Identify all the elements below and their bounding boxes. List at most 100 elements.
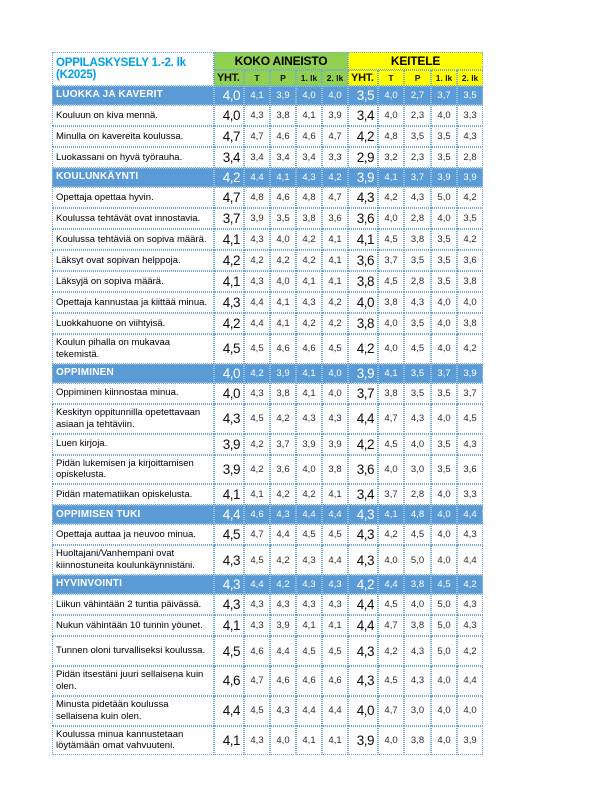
koko-value-cell: 4,1 xyxy=(214,615,244,636)
section-row: OPPIMISEN TUKI 4,4 4,6 4,3 4,4 4,4 4,3 4,1 4,8 4,… xyxy=(52,505,484,525)
keitele-value-cell: 4,0 xyxy=(378,105,405,126)
koko-value-cell: 3,4 xyxy=(296,147,322,168)
koko-value-cell: 4,2 xyxy=(244,250,270,271)
table-row: Läksyt ovat sopivan helppoja. 4,2 4,2 4,2 4,… xyxy=(52,250,484,271)
koko-value-cell: 4,2 xyxy=(296,229,322,250)
keitele-value-cell: 4,0 xyxy=(378,454,405,485)
koko-value-cell: 4,3 xyxy=(296,545,322,575)
keitele-value-cell: 3,5 xyxy=(457,86,484,105)
koko-value-cell: 4,4 xyxy=(270,636,296,666)
keitele-value-cell: 4,3 xyxy=(348,524,379,546)
koko-value-cell: 3,3 xyxy=(322,147,349,168)
koko-value-cell: 4,1 xyxy=(270,168,296,187)
keitele-value-cell: 4,0 xyxy=(431,484,458,506)
koko-value-cell: 4,4 xyxy=(214,505,244,525)
koko-value-cell: 4,5 xyxy=(322,334,349,364)
keitele-value-cell: 4,3 xyxy=(348,505,379,525)
keitele-value-cell: 3,8 xyxy=(348,313,379,334)
koko-value-cell: 4,3 xyxy=(244,105,270,126)
koko-value-cell: 4,5 xyxy=(244,334,270,364)
keitele-value-cell: 4,4 xyxy=(348,615,379,636)
koko-value-cell: 4,6 xyxy=(244,505,270,525)
table-row: Oppiminen kiinnostaa minua. 4,0 4,3 3,8 4,1 4… xyxy=(52,382,484,404)
koko-value-cell: 3,7 xyxy=(270,433,296,455)
koko-value-cell: 4,1 xyxy=(296,105,322,126)
koko-value-cell: 4,0 xyxy=(270,229,296,250)
keitele-value-cell: 4,2 xyxy=(457,334,484,364)
koko-value-cell: 4,3 xyxy=(214,594,244,615)
keitele-value-cell: 3,9 xyxy=(348,168,379,187)
koko-value-cell: 4,2 xyxy=(296,313,322,334)
table-row: Nukun vähintään 10 tunnin yöunet. 4,1 4,3 3… xyxy=(52,615,484,636)
keitele-value-cell: 4,3 xyxy=(404,666,432,696)
koko-value-cell: 4,2 xyxy=(244,454,270,485)
keitele-value-cell: 3,7 xyxy=(378,250,405,271)
koko-value-cell: 4,5 xyxy=(322,636,349,666)
keitele-value-cell: 3,8 xyxy=(404,615,432,636)
koko-value-cell: 4,2 xyxy=(244,363,270,383)
koko-value-cell: 4,5 xyxy=(244,695,270,726)
koko-value-cell: 3,6 xyxy=(322,208,349,229)
question-label: Pidän itsestäni juuri sellaisena kuin ol… xyxy=(52,666,214,696)
table-row: Koulussa tehtäviä on sopiva määrä. 4,1 4,3… xyxy=(52,229,484,250)
keitele-value-cell: 4,4 xyxy=(348,594,379,615)
table-row: Huoltajani/Vanhempani ovat kiinnostuneit… xyxy=(52,545,484,575)
koko-value-cell: 4,2 xyxy=(270,403,296,434)
koko-value-cell: 4,4 xyxy=(296,695,322,726)
koko-value-cell: 4,7 xyxy=(244,126,270,147)
koko-value-cell: 4,4 xyxy=(244,292,270,313)
koko-value-cell: 3,9 xyxy=(270,615,296,636)
koko-value-cell: 4,2 xyxy=(270,575,296,594)
koko-value-cell: 4,0 xyxy=(214,363,244,383)
column-header-keitele-t: T xyxy=(378,70,405,86)
keitele-value-cell: 3,6 xyxy=(348,208,379,229)
keitele-value-cell: 4,0 xyxy=(431,545,458,575)
koko-value-cell: 4,2 xyxy=(322,168,349,187)
question-label: Tunnen oloni turvalliseksi koulussa. xyxy=(52,636,214,666)
question-label: Huoltajani/Vanhempani ovat kiinnostuneit… xyxy=(52,545,214,575)
koko-value-cell: 4,3 xyxy=(244,229,270,250)
keitele-value-cell: 4,4 xyxy=(457,666,484,696)
keitele-value-cell: 4,2 xyxy=(348,575,379,594)
group-header-row: OPPILASKYSELY 1.-2. lk (K2025) KOKO AINE… xyxy=(52,52,484,86)
keitele-value-cell: 4,8 xyxy=(378,126,405,147)
keitele-value-cell: 3,5 xyxy=(431,382,458,404)
koko-value-cell: 4,1 xyxy=(270,292,296,313)
koko-value-cell: 4,2 xyxy=(244,433,270,455)
koko-value-cell: 4,2 xyxy=(270,250,296,271)
koko-value-cell: 4,1 xyxy=(270,313,296,334)
keitele-value-cell: 3,7 xyxy=(404,168,432,187)
column-header-koko-yht: YHT. xyxy=(214,70,244,86)
koko-value-cell: 4,0 xyxy=(214,86,244,105)
koko-value-cell: 4,0 xyxy=(214,382,244,404)
keitele-value-cell: 3,8 xyxy=(348,271,379,292)
keitele-value-cell: 2,8 xyxy=(404,271,432,292)
koko-value-cell: 4,1 xyxy=(322,615,349,636)
keitele-value-cell: 2,3 xyxy=(404,147,432,168)
keitele-value-cell: 5,0 xyxy=(431,636,458,666)
keitele-value-cell: 4,0 xyxy=(431,666,458,696)
column-header-row: YHT. T P 1. lk 2. lk YHT. T P 1. lk 2. l… xyxy=(52,70,484,86)
koko-value-cell: 4,8 xyxy=(296,187,322,208)
section-row: HYVINVOINTI 4,3 4,4 4,2 4,3 4,3 4,2 4,4 3,8 4,5 4,… xyxy=(52,575,484,594)
koko-value-cell: 4,1 xyxy=(214,229,244,250)
koko-value-cell: 4,1 xyxy=(296,725,322,756)
koko-value-cell: 4,2 xyxy=(296,484,322,506)
table-row: Tunnen oloni turvalliseksi koulussa. 4,5 4… xyxy=(52,636,484,666)
koko-value-cell: 3,9 xyxy=(296,433,322,455)
table-row: Koulussa tehtävät ovat innostavia. 3,7 3,9… xyxy=(52,208,484,229)
koko-value-cell: 4,1 xyxy=(296,271,322,292)
koko-value-cell: 4,1 xyxy=(296,382,322,404)
keitele-value-cell: 2,3 xyxy=(404,105,432,126)
keitele-value-cell: 3,5 xyxy=(431,250,458,271)
keitele-value-cell: 4,0 xyxy=(431,505,458,525)
question-label: Läksyt ovat sopivan helppoja. xyxy=(52,250,214,271)
section-label: KOULUNKÄYNTI xyxy=(52,168,214,187)
keitele-value-cell: 3,9 xyxy=(348,725,379,756)
koko-value-cell: 4,0 xyxy=(270,725,296,756)
koko-value-cell: 3,5 xyxy=(270,208,296,229)
keitele-value-cell: 4,0 xyxy=(431,695,458,726)
survey-table-body: LUOKKA JA KAVERIT 4,0 4,1 3,9 4,0 4,0 3,5 4,0 2,… xyxy=(52,86,484,756)
koko-value-cell: 4,3 xyxy=(322,575,349,594)
question-label: Minusta pidetään koulussa sellaisena kui… xyxy=(52,695,214,726)
